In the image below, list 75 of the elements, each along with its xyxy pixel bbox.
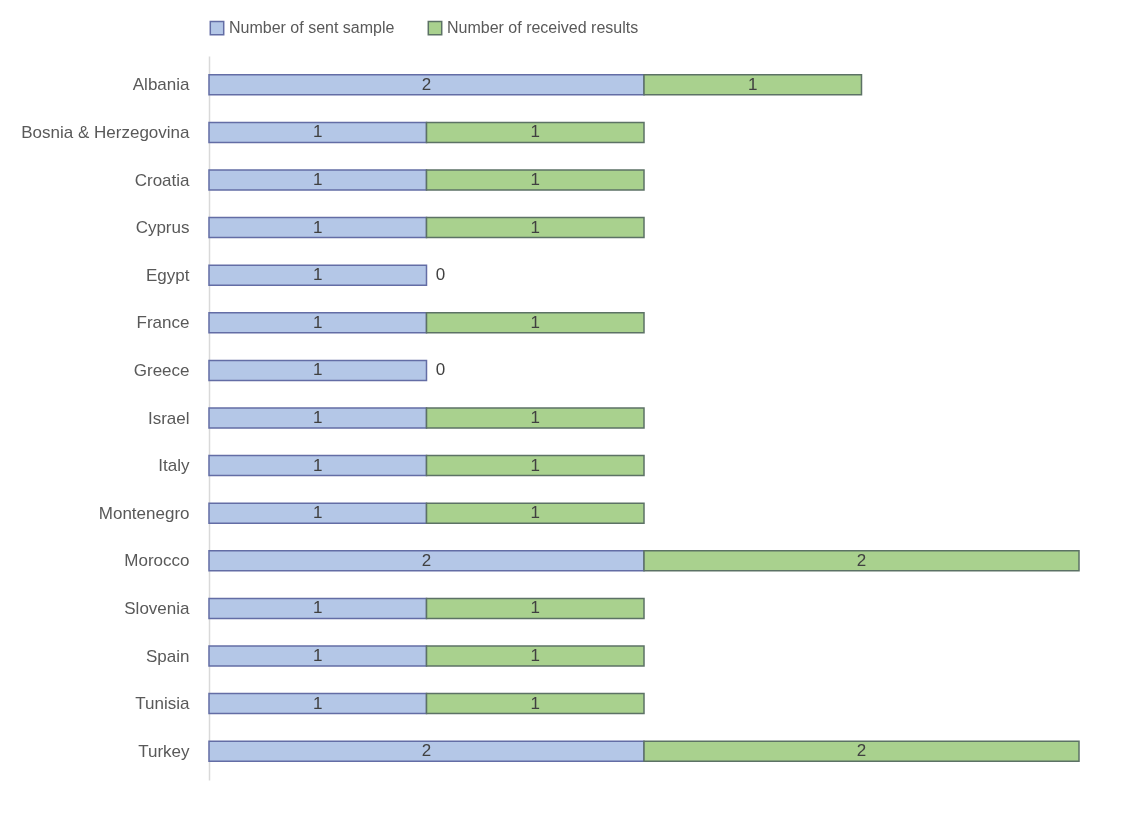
y-tick-label: Albania xyxy=(132,75,191,95)
data-label: 2 xyxy=(421,741,432,761)
bar xyxy=(643,550,1080,572)
data-label: 1 xyxy=(313,408,323,427)
y-tick-label: Spain xyxy=(146,646,190,666)
bar xyxy=(208,597,428,620)
y-tick-label: Italy xyxy=(158,456,190,476)
data-label: 1 xyxy=(530,312,540,332)
y-tick-label: Cyprus xyxy=(135,218,190,238)
bar xyxy=(208,359,428,382)
y-tick-label: Slovenia xyxy=(124,598,191,618)
legend-label: Number of received results xyxy=(447,19,639,37)
y-tick-label: Egypt xyxy=(146,265,190,285)
data-label: 1 xyxy=(313,455,323,475)
bar xyxy=(208,264,428,286)
data-label: 1 xyxy=(313,693,323,713)
data-label: 1 xyxy=(530,503,540,523)
data-label: 2 xyxy=(421,74,432,94)
bar xyxy=(208,692,428,715)
data-label: 1 xyxy=(530,122,540,142)
data-label: 2 xyxy=(421,550,432,570)
bar xyxy=(208,216,428,239)
bar xyxy=(425,597,645,620)
data-label: 1 xyxy=(313,265,323,285)
y-tick-label: Bosnia & Herzegovina xyxy=(21,122,191,142)
bar xyxy=(425,169,645,191)
data-label: 0 xyxy=(435,360,446,380)
bar xyxy=(643,74,863,96)
data-label: 0 xyxy=(435,265,446,285)
bar xyxy=(208,407,428,429)
y-tick-label: Tunisia xyxy=(135,694,191,714)
y-tick-label: Turkey xyxy=(138,741,190,761)
data-label: 1 xyxy=(530,646,540,665)
y-tick-label: Greece xyxy=(133,360,190,380)
bar xyxy=(208,169,428,191)
bar xyxy=(208,74,645,96)
data-label: 2 xyxy=(856,741,867,761)
bar xyxy=(425,692,645,715)
bar xyxy=(425,121,645,144)
y-tick-label: Morocco xyxy=(124,551,190,571)
data-label: 1 xyxy=(313,646,323,665)
data-label: 1 xyxy=(530,693,540,713)
data-label: 1 xyxy=(313,312,323,332)
bar xyxy=(425,312,645,334)
bar xyxy=(425,454,645,477)
bar xyxy=(208,550,645,572)
data-label: 1 xyxy=(530,217,540,237)
legend-label: Number of sent sample xyxy=(229,19,395,37)
data-label: 1 xyxy=(530,598,540,618)
bar xyxy=(208,312,428,334)
data-label: 1 xyxy=(530,170,540,189)
data-label: 1 xyxy=(313,217,323,237)
data-label: 1 xyxy=(313,503,323,523)
data-label: 1 xyxy=(313,170,323,189)
y-tick-label: Israel xyxy=(147,408,190,428)
y-tick-label: France xyxy=(136,313,190,333)
data-label: 1 xyxy=(530,455,540,475)
bar xyxy=(208,454,428,477)
bar xyxy=(425,502,645,524)
bar xyxy=(425,216,645,239)
bar xyxy=(208,740,645,762)
data-label: 1 xyxy=(313,360,323,380)
data-label: 1 xyxy=(530,408,540,427)
y-tick-label: Croatia xyxy=(134,170,191,190)
data-label: 1 xyxy=(313,598,323,618)
bar xyxy=(208,645,428,667)
data-label: 1 xyxy=(748,74,758,94)
bar xyxy=(425,407,645,429)
data-label: 2 xyxy=(856,550,867,570)
bar xyxy=(208,121,428,144)
data-label: 1 xyxy=(313,122,323,142)
bar xyxy=(425,645,645,667)
bar xyxy=(643,740,1080,762)
bar xyxy=(208,502,428,524)
y-tick-label: Montenegro xyxy=(98,503,190,523)
